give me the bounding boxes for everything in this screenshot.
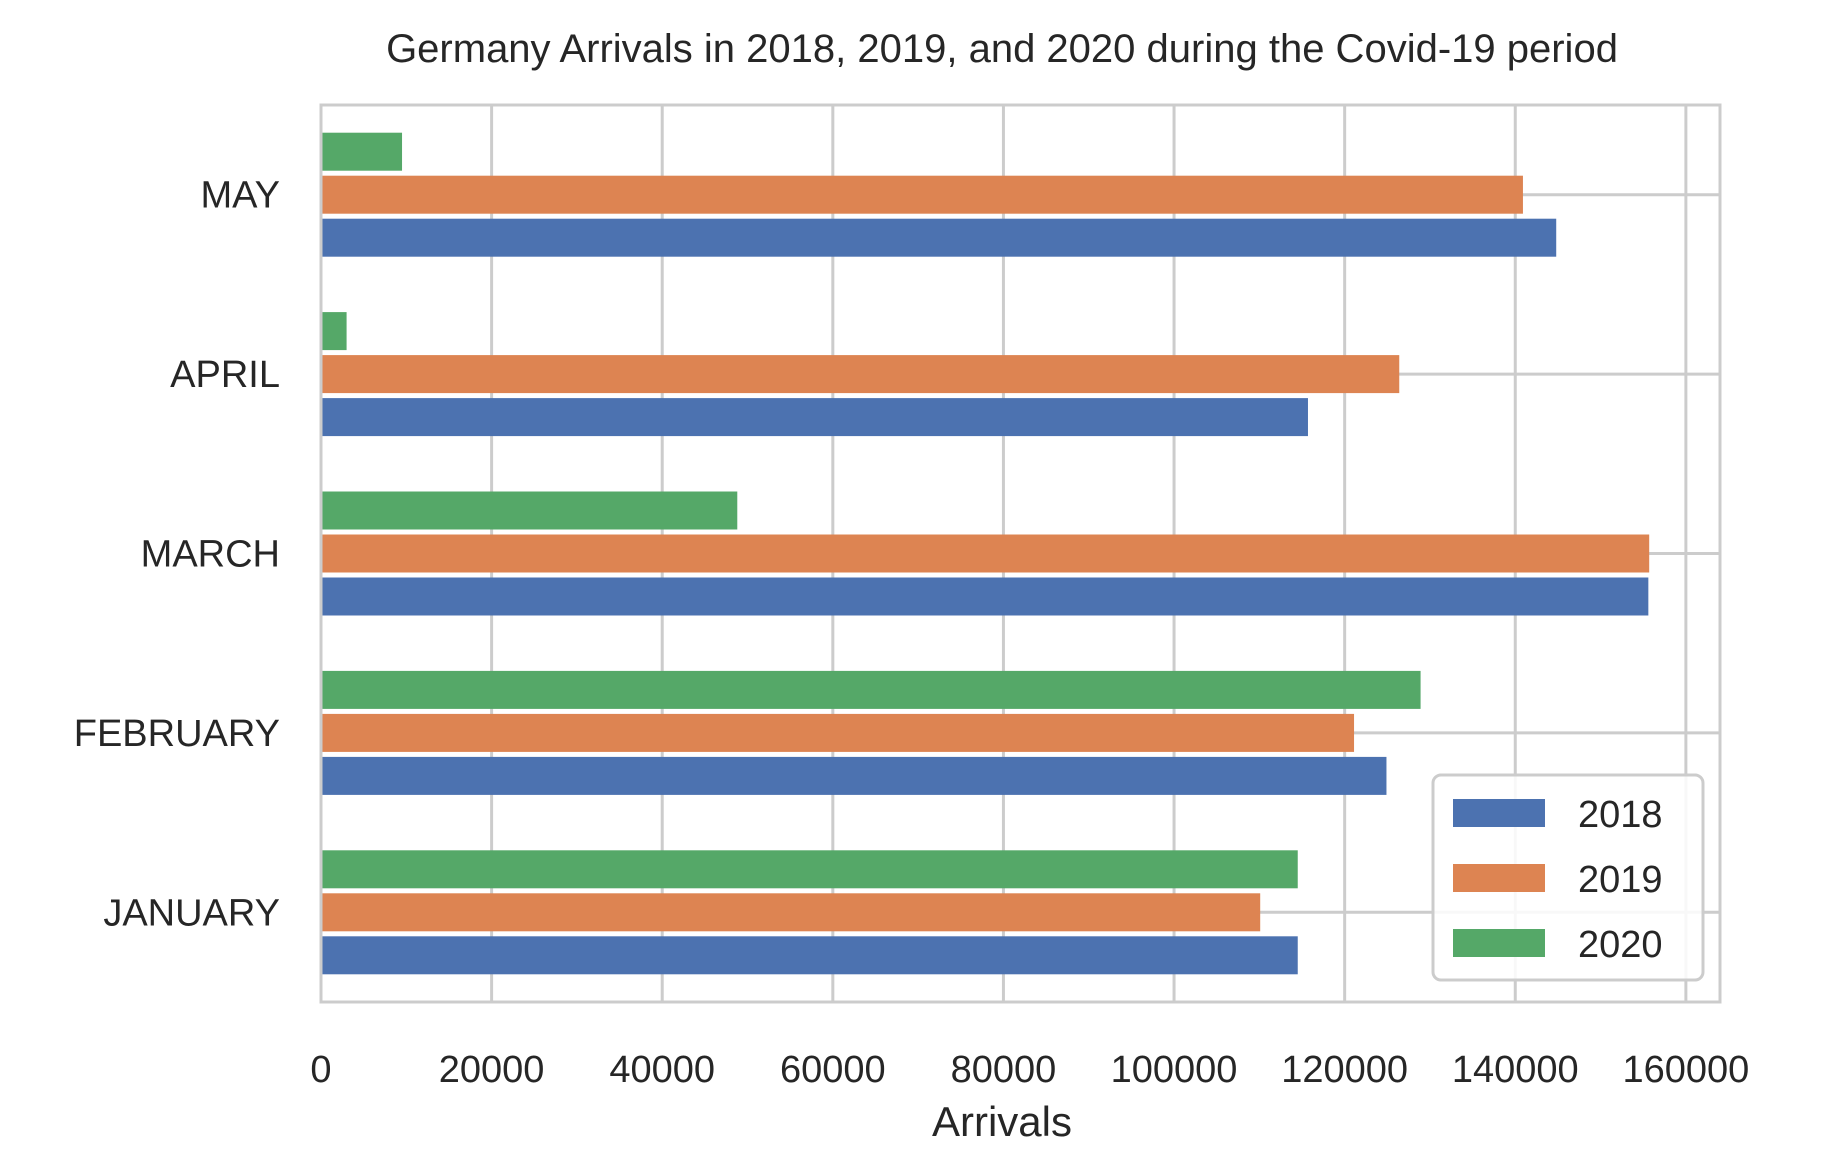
legend-label-2019: 2019 (1578, 859, 1663, 901)
x-tick-label: 100000 (1111, 1049, 1238, 1091)
bar-2020-march (321, 491, 738, 530)
x-tick-label: 20000 (439, 1049, 545, 1091)
bar-2018-january (321, 936, 1298, 975)
bar-2020-april (321, 312, 347, 351)
x-tick-label: 0 (310, 1049, 331, 1091)
y-tick-label: MARCH (141, 534, 280, 576)
legend-swatch-2019 (1453, 864, 1545, 892)
bar-2019-april (321, 355, 1400, 394)
x-axis-label: Arrivals (932, 1098, 1072, 1145)
y-tick-label: APRIL (170, 354, 280, 396)
legend-swatch-2018 (1453, 799, 1545, 827)
bar-2020-january (321, 850, 1298, 889)
bar-2018-april (321, 398, 1308, 437)
bars (321, 132, 1650, 975)
x-tick-label: 140000 (1452, 1049, 1579, 1091)
bar-2018-march (321, 577, 1649, 616)
legend: 2018 2019 2020 (1431, 773, 1705, 982)
bar-2019-february (321, 713, 1355, 752)
plot-frame (319, 103, 1722, 1004)
bar-2020-february (321, 670, 1421, 709)
bar-2019-march (321, 534, 1650, 573)
y-tick-label: FEBRUARY (74, 713, 280, 755)
bar-2018-may (321, 218, 1557, 257)
x-axis-ticks: 0 20000 40000 60000 80000 100000 120000 140000 1… (310, 1049, 1749, 1091)
bar-2019-january (321, 893, 1261, 932)
y-tick-label: JANUARY (103, 892, 280, 934)
legend-label-2020: 2020 (1578, 924, 1663, 966)
bar-2018-february (321, 756, 1387, 795)
chart-title: Germany Arrivals in 2018, 2019, and 2020… (386, 27, 1618, 71)
y-tick-label: MAY (200, 175, 280, 217)
x-tick-label: 40000 (609, 1049, 715, 1091)
x-tick-label: 160000 (1622, 1049, 1749, 1091)
bar-2020-may (321, 132, 403, 171)
x-tick-label: 80000 (951, 1049, 1057, 1091)
bar-2019-may (321, 175, 1523, 214)
legend-label-2018: 2018 (1578, 794, 1663, 836)
y-axis-ticks: JANUARY FEBRUARY MARCH APRIL MAY (74, 175, 280, 935)
legend-swatch-2020 (1453, 929, 1545, 957)
x-tick-label: 120000 (1281, 1049, 1408, 1091)
x-tick-label: 60000 (780, 1049, 886, 1091)
